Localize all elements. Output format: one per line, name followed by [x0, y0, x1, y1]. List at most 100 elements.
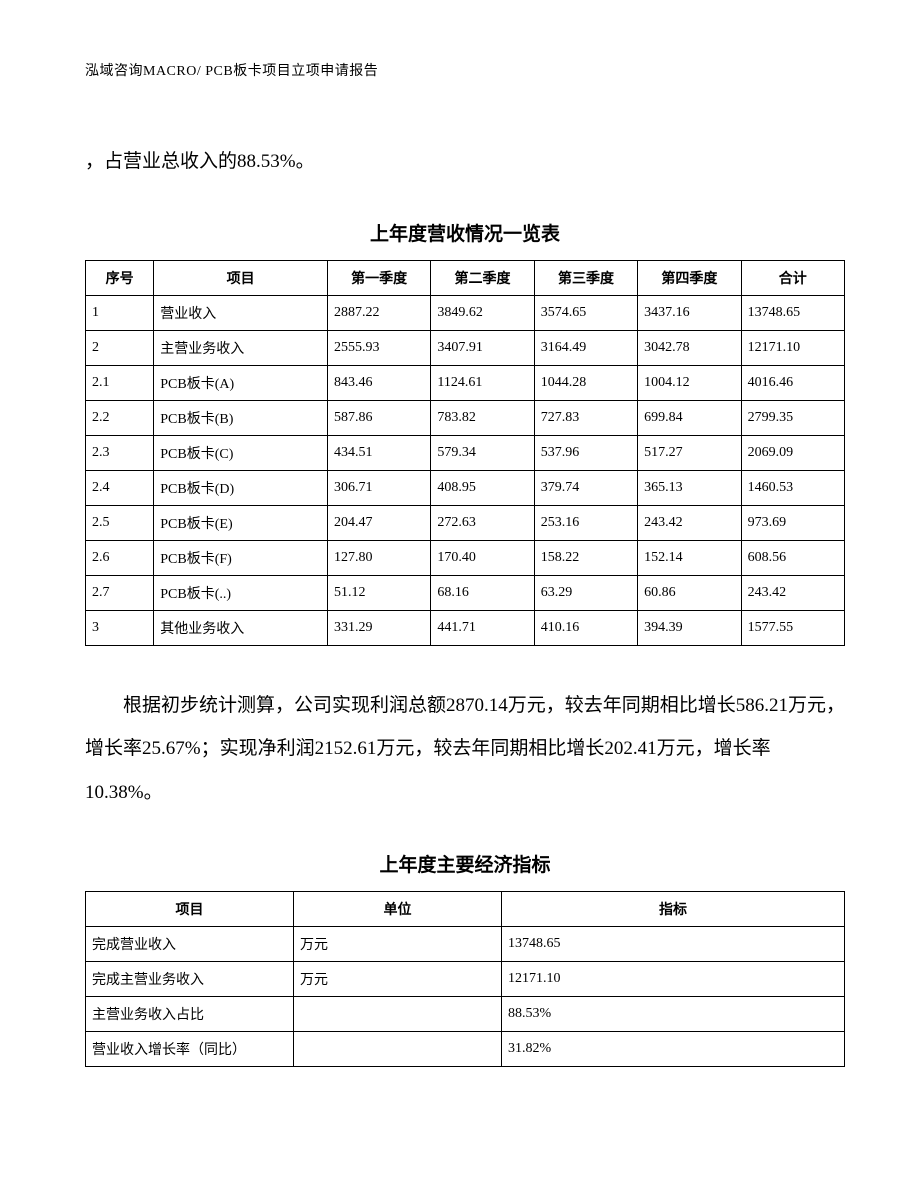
table-row: 2.4PCB板卡(D)306.71408.95379.74365.131460.… — [86, 470, 845, 505]
table-cell: 3164.49 — [534, 330, 637, 365]
table-cell: 其他业务收入 — [154, 610, 328, 645]
table-cell: 973.69 — [741, 505, 844, 540]
table-row: 1营业收入2887.223849.623574.653437.1613748.6… — [86, 295, 845, 330]
table-row: 2.3PCB板卡(C)434.51579.34537.96517.272069.… — [86, 435, 845, 470]
table-row: 3其他业务收入331.29441.71410.16394.391577.55 — [86, 610, 845, 645]
table1-header-row: 序号 项目 第一季度 第二季度 第三季度 第四季度 合计 — [86, 260, 845, 295]
table-cell: 434.51 — [327, 435, 430, 470]
table-row: 2.5PCB板卡(E)204.47272.63253.16243.42973.6… — [86, 505, 845, 540]
table1-col-6: 合计 — [741, 260, 844, 295]
table-cell: PCB板卡(..) — [154, 575, 328, 610]
table-cell: 204.47 — [327, 505, 430, 540]
table-cell: PCB板卡(F) — [154, 540, 328, 575]
table-cell — [294, 996, 502, 1031]
table-cell: 243.42 — [741, 575, 844, 610]
table-cell: 843.46 — [327, 365, 430, 400]
table-cell: 441.71 — [431, 610, 534, 645]
table-cell: 2.7 — [86, 575, 154, 610]
table-cell: 170.40 — [431, 540, 534, 575]
table-cell: 699.84 — [638, 400, 741, 435]
table-cell: 31.82% — [502, 1031, 845, 1066]
table-cell: PCB板卡(A) — [154, 365, 328, 400]
table-cell: 331.29 — [327, 610, 430, 645]
table-cell: 410.16 — [534, 610, 637, 645]
table-cell: 608.56 — [741, 540, 844, 575]
table-cell: 12171.10 — [502, 961, 845, 996]
table-cell: 13748.65 — [741, 295, 844, 330]
table-cell: 3 — [86, 610, 154, 645]
table-cell: 主营业务收入 — [154, 330, 328, 365]
table1-col-3: 第二季度 — [431, 260, 534, 295]
table-cell: PCB板卡(C) — [154, 435, 328, 470]
table-cell: 13748.65 — [502, 926, 845, 961]
table1-col-0: 序号 — [86, 260, 154, 295]
table-cell: 537.96 — [534, 435, 637, 470]
table-cell: 152.14 — [638, 540, 741, 575]
table2-header-row: 项目 单位 指标 — [86, 891, 845, 926]
table-cell: 营业收入 — [154, 295, 328, 330]
table-cell: 2 — [86, 330, 154, 365]
page: 泓域咨询MACRO/ PCB板卡项目立项申请报告 ，占营业总收入的88.53%。… — [0, 0, 920, 1191]
table-cell: 1460.53 — [741, 470, 844, 505]
table-cell: 1 — [86, 295, 154, 330]
table-cell: 63.29 — [534, 575, 637, 610]
table-cell: 12171.10 — [741, 330, 844, 365]
table2-col-1: 单位 — [294, 891, 502, 926]
table-row: 2.2PCB板卡(B)587.86783.82727.83699.842799.… — [86, 400, 845, 435]
table-row: 营业收入增长率（同比） 31.82% — [86, 1031, 845, 1066]
table-cell: 1124.61 — [431, 365, 534, 400]
table1-col-1: 项目 — [154, 260, 328, 295]
revenue-table: 序号 项目 第一季度 第二季度 第三季度 第四季度 合计 1营业收入2887.2… — [85, 260, 845, 646]
table-cell: 517.27 — [638, 435, 741, 470]
table-cell: 4016.46 — [741, 365, 844, 400]
table2-body: 完成营业收入万元13748.65完成主营业务收入万元12171.10主营业务收入… — [86, 926, 845, 1066]
table1-title: 上年度营收情况一览表 — [85, 219, 845, 246]
table-cell: 579.34 — [431, 435, 534, 470]
table2-col-2: 指标 — [502, 891, 845, 926]
table-cell: 完成营业收入 — [86, 926, 294, 961]
table1-col-4: 第三季度 — [534, 260, 637, 295]
table-cell: 万元 — [294, 926, 502, 961]
table-cell: 1044.28 — [534, 365, 637, 400]
indicator-table: 项目 单位 指标 完成营业收入万元13748.65完成主营业务收入万元12171… — [85, 891, 845, 1067]
table-cell: PCB板卡(B) — [154, 400, 328, 435]
table-cell: 1577.55 — [741, 610, 844, 645]
table-row: 2.1PCB板卡(A)843.461124.611044.281004.1240… — [86, 365, 845, 400]
table1-col-2: 第一季度 — [327, 260, 430, 295]
paragraph-1: ，占营业总收入的88.53%。 — [85, 140, 845, 184]
table-cell: 2069.09 — [741, 435, 844, 470]
table-row: 2.7PCB板卡(..)51.1268.1663.2960.86243.42 — [86, 575, 845, 610]
table-cell: 2555.93 — [327, 330, 430, 365]
table-cell: 51.12 — [327, 575, 430, 610]
table-cell: 3407.91 — [431, 330, 534, 365]
table-cell: 243.42 — [638, 505, 741, 540]
table-cell: 1004.12 — [638, 365, 741, 400]
table-cell: 2.2 — [86, 400, 154, 435]
table-cell: 587.86 — [327, 400, 430, 435]
page-header: 泓域咨询MACRO/ PCB板卡项目立项申请报告 — [85, 60, 845, 80]
paragraph-2: 根据初步统计测算，公司实现利润总额2870.14万元，较去年同期相比增长586.… — [85, 684, 845, 815]
table1-col-5: 第四季度 — [638, 260, 741, 295]
table-cell: 2.3 — [86, 435, 154, 470]
table2-title: 上年度主要经济指标 — [85, 850, 845, 877]
table-cell: 主营业务收入占比 — [86, 996, 294, 1031]
table-cell: 2887.22 — [327, 295, 430, 330]
table1-body: 1营业收入2887.223849.623574.653437.1613748.6… — [86, 295, 845, 645]
table-row: 完成主营业务收入万元12171.10 — [86, 961, 845, 996]
table-cell: 完成主营业务收入 — [86, 961, 294, 996]
table-cell: 68.16 — [431, 575, 534, 610]
table-cell: 394.39 — [638, 610, 741, 645]
table-cell: 158.22 — [534, 540, 637, 575]
table-cell: 2799.35 — [741, 400, 844, 435]
table2-col-0: 项目 — [86, 891, 294, 926]
table-row: 完成营业收入万元13748.65 — [86, 926, 845, 961]
table-cell — [294, 1031, 502, 1066]
table-row: 主营业务收入占比88.53% — [86, 996, 845, 1031]
table-cell: 379.74 — [534, 470, 637, 505]
table-cell: 3042.78 — [638, 330, 741, 365]
table-cell: 783.82 — [431, 400, 534, 435]
table-cell: 727.83 — [534, 400, 637, 435]
table-cell: 营业收入增长率（同比） — [86, 1031, 294, 1066]
table-cell: 127.80 — [327, 540, 430, 575]
table-cell: 2.1 — [86, 365, 154, 400]
